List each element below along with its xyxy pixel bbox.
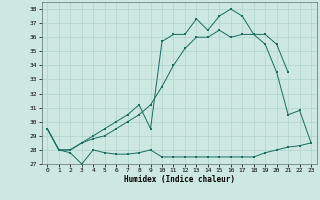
- X-axis label: Humidex (Indice chaleur): Humidex (Indice chaleur): [124, 175, 235, 184]
